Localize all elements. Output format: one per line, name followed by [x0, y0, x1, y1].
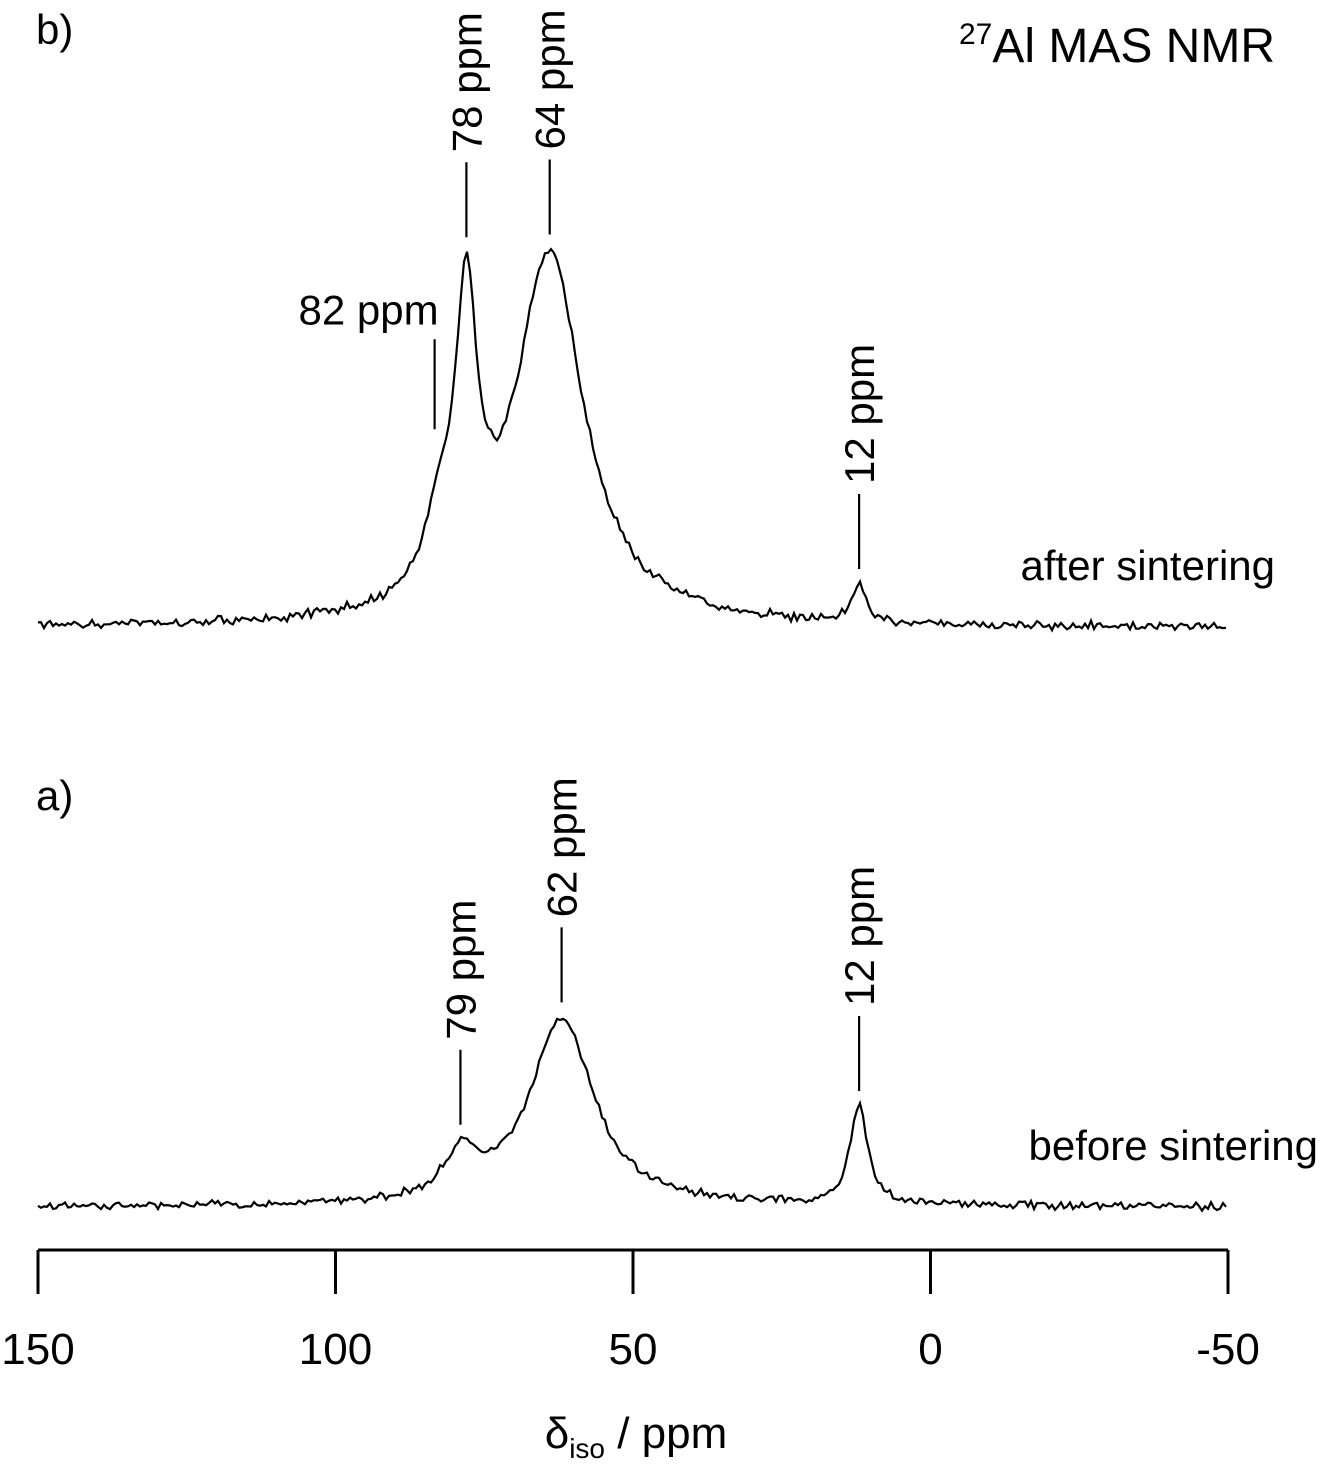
title-isotope: 27 — [959, 18, 992, 51]
x-tick-label: -50 — [1196, 1325, 1260, 1374]
peak-label: 79 ppm — [437, 900, 484, 1040]
x-tick-label: 150 — [1, 1325, 74, 1374]
x-axis-subscript: iso — [569, 1433, 605, 1464]
series-label-before: before sintering — [1028, 1122, 1318, 1169]
panel-label-b: b) — [36, 6, 73, 53]
peak-label: 12 ppm — [836, 866, 883, 1006]
panel-label-a: a) — [36, 772, 73, 819]
peak-label: 82 ppm — [299, 286, 439, 333]
x-axis-label: δiso / ppm — [545, 1409, 728, 1464]
spectrum-before-sintering — [37, 1017, 1227, 1213]
x-axis: 150 100 50 0 -50 — [1, 1248, 1260, 1374]
x-axis-symbol: δ — [545, 1409, 570, 1458]
chart-title: 27Al MAS NMR — [959, 18, 1275, 73]
x-tick-label: 0 — [918, 1325, 942, 1374]
peak-annotations-after: 78 ppm 64 ppm 82 ppm 12 ppm — [299, 9, 883, 569]
peak-label: 62 ppm — [539, 777, 586, 917]
spectrum-after-sintering — [37, 247, 1227, 633]
x-tick-label: 50 — [609, 1325, 658, 1374]
x-tick-label: 100 — [299, 1325, 372, 1374]
title-text: Al MAS NMR — [992, 20, 1275, 73]
peak-label: 78 ppm — [443, 12, 490, 152]
peak-label: 12 ppm — [836, 344, 883, 484]
x-axis-unit: / ppm — [605, 1409, 727, 1458]
peak-label: 64 ppm — [527, 9, 574, 149]
peak-annotations-before: 79 ppm 62 ppm 12 ppm — [437, 777, 883, 1125]
series-label-after: after sintering — [1021, 542, 1275, 589]
